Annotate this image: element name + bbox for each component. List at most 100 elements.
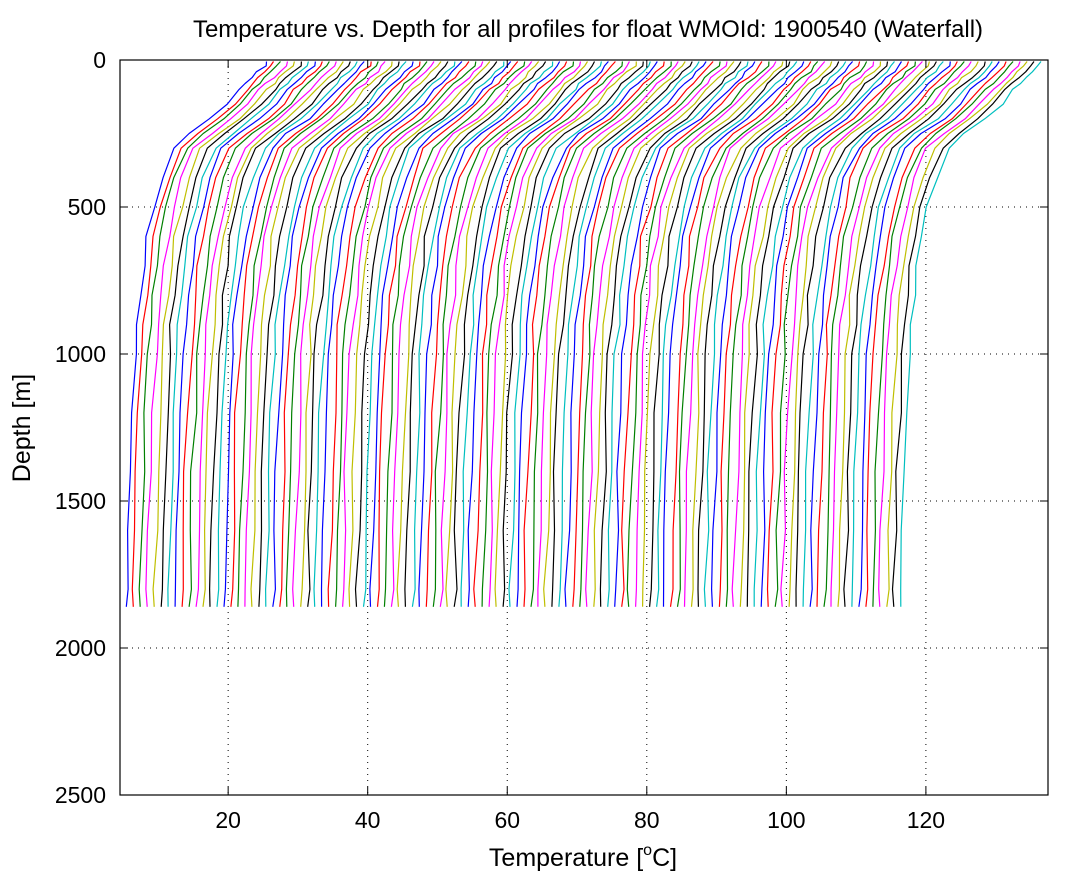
profile-line: [599, 61, 742, 607]
profile-line: [656, 61, 798, 607]
profile-line: [467, 61, 609, 607]
profile-line: [237, 61, 379, 607]
plot-frame: [119, 59, 1049, 796]
profile-line: [593, 61, 735, 607]
profile-line: [523, 61, 665, 607]
profile-line: [626, 61, 770, 607]
profile-line: [473, 61, 616, 607]
profile-line: [152, 61, 295, 607]
profile-line: [258, 61, 400, 607]
profile-line: [802, 61, 944, 607]
profile-line: [739, 61, 882, 607]
profile-line: [703, 61, 847, 607]
axis-ticks: 20 40 60 80 100 120 0 500 1000 1500 2000 2500: [55, 47, 1048, 833]
profile-line: [244, 61, 386, 607]
profile-line: [125, 61, 268, 607]
profile-line: [731, 61, 875, 607]
profile-line: [418, 61, 561, 607]
profile-line: [292, 61, 435, 607]
profile-line: [851, 61, 993, 607]
profile-line: [425, 61, 568, 607]
x-tick-label: 100: [767, 807, 805, 833]
y-tick-label: 500: [68, 194, 106, 220]
profile-line: [453, 61, 596, 607]
profile-line: [530, 61, 672, 607]
chart-title: Temperature vs. Depth for all profiles f…: [193, 16, 983, 43]
y-tick-label: 2000: [55, 635, 106, 661]
profile-line: [642, 61, 784, 607]
profile-line: [795, 61, 937, 607]
x-tick-label: 60: [494, 807, 520, 833]
profile-line: [488, 61, 630, 607]
profile-line: [445, 61, 589, 607]
profile-line: [543, 61, 686, 607]
profile-line: [788, 61, 930, 607]
profile-line: [250, 61, 393, 607]
profile-line: [202, 61, 344, 607]
grid-lines: [120, 60, 1048, 795]
profile-line: [865, 61, 1007, 607]
x-tick-label: 40: [355, 807, 381, 833]
profile-line: [725, 61, 868, 607]
profile-line: [830, 61, 972, 607]
profile-line: [746, 61, 889, 607]
profile-line: [886, 61, 1028, 607]
profile-line: [858, 61, 1000, 607]
profile-line: [411, 61, 554, 607]
profile-line: [516, 61, 658, 607]
profile-line: [635, 61, 777, 607]
profile-line: [354, 61, 498, 607]
profile-line: [138, 61, 281, 607]
profile-line: [131, 61, 274, 607]
profile-line: [502, 61, 644, 607]
profile-line: [216, 61, 358, 607]
profile-line: [878, 61, 1021, 607]
profile-line: [551, 61, 693, 607]
y-tick-label: 1500: [55, 488, 106, 514]
profile-line: [279, 61, 421, 607]
y-tick-label: 0: [93, 47, 106, 73]
profile-line: [460, 61, 602, 607]
profile-line: [265, 61, 407, 607]
profile-line: [690, 61, 833, 607]
profile-line: [662, 61, 805, 607]
profile-line: [564, 61, 707, 607]
profile-line: [585, 61, 728, 607]
profile-line: [607, 61, 749, 607]
profile-line: [809, 61, 951, 607]
profile-line: [614, 61, 756, 607]
profile-line: [272, 61, 414, 607]
profile-line: [891, 61, 1035, 607]
profile-line: [160, 61, 302, 607]
profile-line: [188, 61, 330, 607]
profile-line: [362, 61, 505, 607]
profile-line: [223, 61, 365, 607]
profile-line: [572, 61, 714, 607]
y-tick-label: 2500: [55, 782, 106, 808]
profile-line: [390, 61, 533, 607]
profile-line: [900, 61, 1042, 607]
profile-line: [383, 61, 526, 607]
x-axis-label: Temperature [oC]: [489, 842, 677, 872]
profile-line: [167, 61, 309, 607]
y-axis-label: Depth [m]: [8, 374, 36, 482]
profile-line: [439, 61, 582, 607]
profile-line: [348, 61, 491, 607]
profile-line: [313, 61, 456, 607]
profile-line: [780, 61, 923, 607]
profile-line: [481, 61, 623, 607]
x-tick-label: 120: [907, 807, 945, 833]
profile-line: [145, 61, 289, 607]
profile-line: [843, 61, 986, 607]
profile-line: [697, 61, 840, 607]
profile-line: [837, 61, 979, 607]
profile-line: [508, 61, 651, 607]
profile-line: [579, 61, 721, 607]
profile-line: [649, 61, 791, 607]
profile-line: [174, 61, 316, 607]
profile-line: [676, 61, 819, 607]
profile-line: [823, 61, 965, 607]
profile-line: [181, 61, 323, 607]
profile-line: [718, 61, 861, 607]
